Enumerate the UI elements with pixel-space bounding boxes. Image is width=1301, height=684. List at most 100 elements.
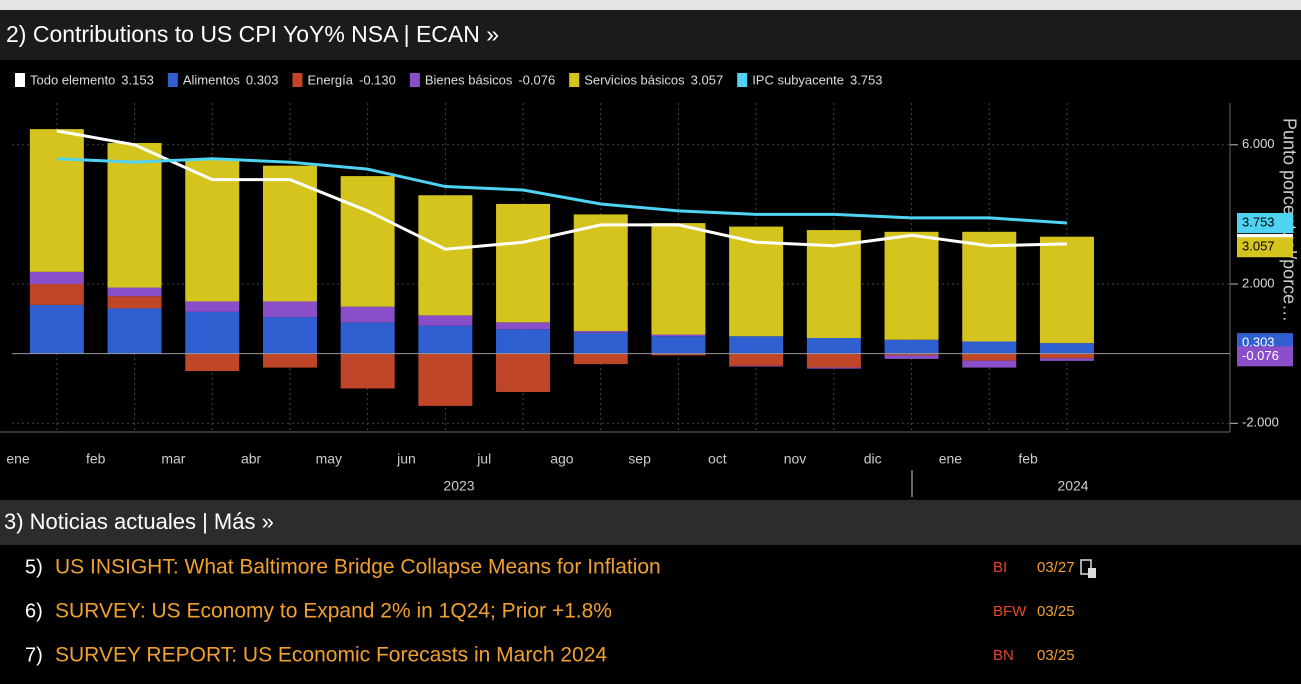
bar-segment xyxy=(496,353,551,392)
news-date: 03/27 xyxy=(1037,559,1075,576)
news-item[interactable]: 6) SURVEY: US Economy to Expand 2% in 1Q2… xyxy=(25,600,1075,623)
bar-segment xyxy=(806,353,861,368)
x-tick-label: jun xyxy=(396,451,416,467)
bar-segment xyxy=(729,365,784,367)
bar-segment xyxy=(573,331,628,333)
doc-icon[interactable] xyxy=(1080,559,1096,578)
value-tag-label: 0.303 xyxy=(1242,335,1275,350)
value-tag xyxy=(1237,346,1293,367)
x-tick-label: ago xyxy=(550,451,574,467)
legend-swatch xyxy=(292,73,303,87)
legend-entry[interactable]: IPC subyacente 3.753 xyxy=(737,72,883,87)
bar-segment xyxy=(418,195,473,316)
legend-value: 3.153 xyxy=(121,72,154,87)
bar-segment xyxy=(418,325,473,354)
bar-segment xyxy=(185,158,240,302)
legend-name: Alimentos xyxy=(183,72,241,87)
bar-segment xyxy=(340,176,395,307)
bar-segment xyxy=(29,284,84,305)
bar-segment xyxy=(573,214,628,332)
news-title[interactable]: 3) Noticias actuales | Más » xyxy=(4,509,274,534)
legend-name: Energía xyxy=(307,72,353,87)
news-headline: US INSIGHT: What Baltimore Bridge Collap… xyxy=(55,556,661,579)
bar-segment xyxy=(573,353,628,365)
y-tick-label: 2.000 xyxy=(1242,275,1275,290)
bar-segment xyxy=(884,353,939,356)
x-tick-label: mar xyxy=(161,451,185,467)
year-label: 2023 xyxy=(443,478,474,494)
news-item[interactable]: 7) SURVEY REPORT: US Economic Forecasts i… xyxy=(25,644,1075,667)
series-line xyxy=(56,157,1068,225)
news-header-bar xyxy=(0,500,1301,545)
bar-segment xyxy=(340,353,395,389)
x-tick-label: jul xyxy=(476,451,491,467)
y-tick-label: 6.000 xyxy=(1242,136,1275,151)
bar-segment xyxy=(1039,358,1094,361)
value-tag-label: -0.076 xyxy=(1242,348,1279,363)
bar-segment xyxy=(962,341,1017,354)
value-tag xyxy=(1237,213,1293,234)
bar-segment xyxy=(573,332,628,354)
news-headline: SURVEY: US Economy to Expand 2% in 1Q24;… xyxy=(55,600,612,623)
bar-segment xyxy=(651,353,706,356)
bar-segment xyxy=(729,353,784,366)
bar-segment xyxy=(107,143,162,288)
legend-entry[interactable]: Servicios básicos 3.057 xyxy=(569,72,723,87)
bar-segment xyxy=(962,231,1017,342)
value-tag xyxy=(1237,237,1293,258)
legend-entry[interactable]: Todo elemento 3.153 xyxy=(15,72,154,87)
x-tick-label: dic xyxy=(864,451,882,467)
legend-swatch xyxy=(15,73,25,87)
news-item[interactable]: 5) US INSIGHT: What Baltimore Bridge Coll… xyxy=(25,556,1075,579)
x-tick-label: feb xyxy=(1018,451,1038,467)
legend-swatch xyxy=(569,73,580,87)
legend-entry[interactable]: Bienes básicos -0.076 xyxy=(409,72,555,87)
bar-segment xyxy=(1039,236,1094,344)
legend-swatch xyxy=(409,73,420,87)
icon-page xyxy=(1088,568,1096,578)
panel-title[interactable]: 2) Contributions to US CPI YoY% NSA | EC… xyxy=(6,21,499,47)
bar-segment xyxy=(418,353,473,406)
title-bar xyxy=(0,10,1301,60)
value-tag-label: 3.057 xyxy=(1242,239,1275,254)
bar-segment xyxy=(29,304,84,354)
legend-value: -0.130 xyxy=(359,72,396,87)
legend-entry[interactable]: Alimentos 0.303 xyxy=(167,72,279,87)
news-number: 7) xyxy=(25,644,43,666)
bar-segment xyxy=(262,317,317,354)
x-tick-label: ene xyxy=(6,451,30,467)
icon-page xyxy=(1080,559,1092,575)
news-source: BFW xyxy=(993,603,1027,620)
legend-name: Servicios básicos xyxy=(584,72,685,87)
window-edge xyxy=(0,0,1301,10)
bar-segment xyxy=(1039,353,1094,359)
bar-segment xyxy=(496,329,551,354)
bar-segment xyxy=(651,223,706,335)
y-tick-label: -2.000 xyxy=(1242,415,1279,430)
bar-segment xyxy=(1039,343,1094,354)
legend-name: Bienes básicos xyxy=(425,72,513,87)
value-tag-label: 3.753 xyxy=(1242,214,1275,229)
news-source: BN xyxy=(993,647,1014,664)
news-date: 03/25 xyxy=(1037,647,1075,664)
bar-segment xyxy=(29,129,84,272)
x-tick-label: sep xyxy=(628,451,651,467)
legend-value: 3.753 xyxy=(850,72,883,87)
bar-segment xyxy=(806,338,861,354)
news-date: 03/25 xyxy=(1037,603,1075,620)
bar-segment xyxy=(729,336,784,354)
news-number: 5) xyxy=(25,556,43,578)
bar-segment xyxy=(418,315,473,326)
bar-segment xyxy=(496,322,551,330)
bar-segment xyxy=(884,231,939,340)
bar-segment xyxy=(185,353,240,372)
bar-segment xyxy=(806,230,861,338)
legend-entry[interactable]: Energía -0.130 xyxy=(292,72,396,87)
x-tick-label: feb xyxy=(86,451,106,467)
bar-segment xyxy=(262,301,317,318)
bar-segment xyxy=(262,353,317,368)
series-line xyxy=(56,129,1067,251)
legend-name: Todo elemento xyxy=(30,72,115,87)
